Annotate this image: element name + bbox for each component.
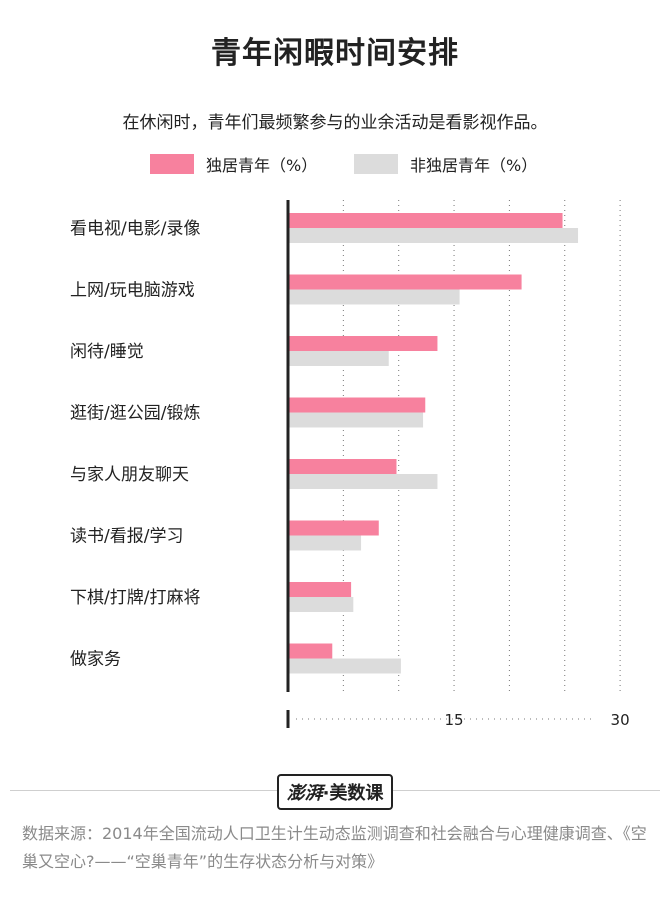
bar-living-alone bbox=[288, 397, 426, 413]
category-label: 做家务 bbox=[70, 650, 121, 670]
bar-not-living-alone bbox=[288, 658, 401, 674]
bar-not-living-alone bbox=[288, 597, 354, 612]
x-tick-label: 30 bbox=[611, 711, 630, 729]
bar-not-living-alone bbox=[288, 412, 424, 428]
category-label: 上网/玩电脑游戏 bbox=[70, 281, 195, 301]
brand-mark: 澎湃·美数课 bbox=[0, 774, 670, 810]
legend-item-not-living-alone: 非独居青年（%） bbox=[354, 152, 537, 176]
bar-living-alone bbox=[288, 643, 333, 659]
legend-item-living-alone: 独居青年（%） bbox=[150, 152, 317, 176]
bar-living-alone bbox=[288, 520, 379, 536]
category-label: 读书/看报/学习 bbox=[70, 527, 183, 547]
chart-title: 青年闲暇时间安排 bbox=[211, 36, 459, 71]
brand-box: 澎湃·美数课 bbox=[276, 774, 394, 810]
bar-living-alone bbox=[288, 582, 352, 597]
legend-label-not-living-alone: 非独居青年（%） bbox=[410, 156, 538, 175]
chart-subtitle: 在休闲时，青年们最频繁参与的业余活动是看影视作品。 bbox=[122, 113, 548, 133]
category-label: 看电视/电影/录像 bbox=[70, 219, 200, 239]
bar-not-living-alone bbox=[288, 289, 460, 305]
bar-not-living-alone bbox=[288, 351, 389, 366]
bar-living-alone bbox=[288, 213, 563, 228]
data-source: 数据来源：2014年全国流动人口卫生计生动态监测调查和社会融合与心理健康调查、《… bbox=[22, 824, 647, 871]
category-label: 下棋/打牌/打麻将 bbox=[70, 588, 200, 608]
brand-name: 美数课 bbox=[329, 783, 384, 804]
category-label: 与家人朋友聊天 bbox=[70, 465, 189, 485]
brand-logo: 澎湃 bbox=[286, 783, 323, 804]
category-label: 逛街/逛公园/锻炼 bbox=[70, 404, 200, 424]
bar-living-alone bbox=[288, 274, 522, 290]
bar-living-alone bbox=[288, 459, 397, 474]
bar-not-living-alone bbox=[288, 228, 579, 243]
brand-separator: · bbox=[322, 783, 330, 804]
bar-living-alone bbox=[288, 336, 438, 351]
bar-chart: 看电视/电影/录像上网/玩电脑游戏闲待/睡觉逛街/逛公园/锻炼与家人朋友聊天读书… bbox=[70, 200, 630, 729]
legend: 独居青年（%） 非独居青年（%） bbox=[0, 152, 670, 176]
bar-not-living-alone bbox=[288, 474, 438, 489]
legend-label-living-alone: 独居青年（%） bbox=[206, 156, 318, 175]
bar-not-living-alone bbox=[288, 535, 362, 551]
legend-swatch-not-living-alone bbox=[354, 154, 398, 174]
legend-swatch-living-alone bbox=[150, 154, 194, 174]
x-tick-label: 15 bbox=[445, 711, 464, 729]
category-label: 闲待/睡觉 bbox=[70, 342, 144, 362]
